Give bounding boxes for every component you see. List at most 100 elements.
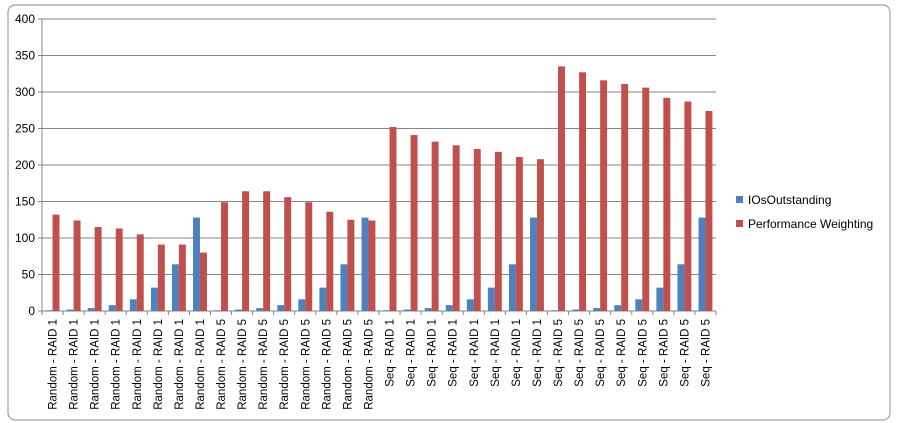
- x-tick-label: Random - RAID 5: [237, 319, 249, 410]
- bar: [340, 264, 348, 311]
- bar: [157, 244, 165, 311]
- bar: [635, 299, 643, 311]
- bar: [536, 159, 544, 311]
- bar: [487, 287, 495, 311]
- bar: [389, 127, 397, 311]
- y-tick-label: 200: [15, 158, 35, 172]
- y-tick-label: 150: [15, 195, 35, 209]
- bar: [108, 305, 116, 311]
- bar: [115, 228, 123, 311]
- legend-label: Performance Weighting: [748, 217, 873, 231]
- bar: [178, 244, 186, 311]
- y-tick-label: 350: [15, 49, 35, 63]
- x-tick-label: Random - RAID 5: [321, 319, 333, 410]
- x-tick-label: Random - RAID 1: [153, 319, 165, 410]
- bar: [424, 308, 432, 311]
- bar: [214, 310, 222, 311]
- x-tick-label: Random - RAID 5: [258, 319, 270, 410]
- x-tick-label: Random - RAID 1: [48, 319, 60, 410]
- bar: [361, 217, 369, 311]
- x-tick-label: Random - RAID 1: [174, 319, 186, 410]
- y-tick-label: 400: [15, 12, 35, 26]
- bar: [66, 309, 74, 311]
- bar: [621, 83, 629, 311]
- bar: [403, 309, 411, 311]
- bar: [551, 310, 559, 311]
- bar: [368, 220, 376, 311]
- bar: [235, 309, 243, 311]
- bar: [530, 217, 537, 311]
- bar: [473, 148, 481, 311]
- y-tick-label: 300: [15, 85, 35, 99]
- y-tick-label: 50: [22, 268, 36, 282]
- bar: [298, 299, 306, 311]
- y-tick-label: 0: [28, 304, 35, 318]
- bar: [614, 305, 622, 311]
- x-tick-label: Seq - RAID 5: [679, 319, 691, 387]
- x-tick-label: Random - RAID 1: [132, 319, 144, 410]
- x-tick-label: Seq - RAID 1: [490, 319, 502, 387]
- bar: [199, 252, 207, 311]
- bar: [45, 310, 53, 311]
- y-tick-label: 100: [15, 231, 35, 245]
- bar: [558, 66, 565, 311]
- x-tick-label: Seq - RAID 5: [616, 319, 628, 387]
- legend-swatch: [736, 220, 743, 227]
- bar: [171, 264, 179, 311]
- x-tick-label: Seq - RAID 5: [658, 319, 670, 387]
- bar: [319, 287, 327, 311]
- y-tick-label: 250: [15, 122, 35, 136]
- x-tick-label: Seq - RAID 1: [406, 319, 418, 387]
- bar: [87, 308, 95, 311]
- bar: [698, 217, 706, 311]
- x-tick-label: Random - RAID 5: [363, 319, 375, 410]
- bar: [515, 156, 523, 311]
- bar: [466, 299, 474, 311]
- x-tick-label: Seq - RAID 5: [553, 319, 565, 387]
- bar: [277, 305, 285, 311]
- x-tick-label: Seq - RAID 1: [511, 319, 523, 387]
- bar: [242, 191, 250, 311]
- bar: [677, 264, 685, 311]
- bar: [508, 264, 516, 311]
- x-tick-label: Seq - RAID 1: [448, 319, 460, 387]
- bar: [494, 151, 502, 311]
- x-tick-label: Seq - RAID 5: [595, 319, 607, 387]
- bar: [129, 299, 137, 311]
- bar: [221, 202, 228, 311]
- bar: [642, 87, 650, 312]
- bar: [347, 219, 355, 311]
- x-tick-label: Seq - RAID 5: [637, 319, 649, 387]
- x-tick-label: Random - RAID 1: [90, 319, 102, 410]
- bar: [136, 234, 144, 311]
- bar: [305, 202, 313, 311]
- bar: [326, 211, 334, 311]
- bar: [572, 309, 580, 311]
- bar: [593, 308, 601, 311]
- x-tick-label: Random - RAID 1: [195, 319, 207, 410]
- bar: [452, 145, 460, 311]
- bar: [684, 101, 692, 312]
- x-tick-label: Random - RAID 5: [216, 319, 228, 410]
- bar: [284, 197, 292, 311]
- x-tick-label: Seq - RAID 5: [700, 319, 712, 387]
- bar: [579, 72, 587, 311]
- x-tick-label: Seq - RAID 1: [532, 319, 544, 387]
- legend-label: IOsOutstanding: [748, 193, 831, 207]
- bar: [150, 287, 158, 311]
- bar: [431, 141, 439, 311]
- x-tick-label: Random - RAID 1: [111, 319, 123, 410]
- bar: [94, 227, 102, 311]
- x-tick-label: Seq - RAID 1: [385, 319, 397, 387]
- x-tick-label: Seq - RAID 1: [427, 319, 439, 387]
- bar: [656, 287, 664, 311]
- x-tick-label: Seq - RAID 5: [574, 319, 586, 387]
- bar: [256, 308, 264, 311]
- bar: [382, 310, 390, 311]
- x-tick-label: Seq - RAID 1: [469, 319, 481, 387]
- bar: [73, 220, 81, 311]
- x-tick-label: Random - RAID 5: [279, 319, 291, 410]
- x-tick-label: Random - RAID 5: [342, 319, 354, 410]
